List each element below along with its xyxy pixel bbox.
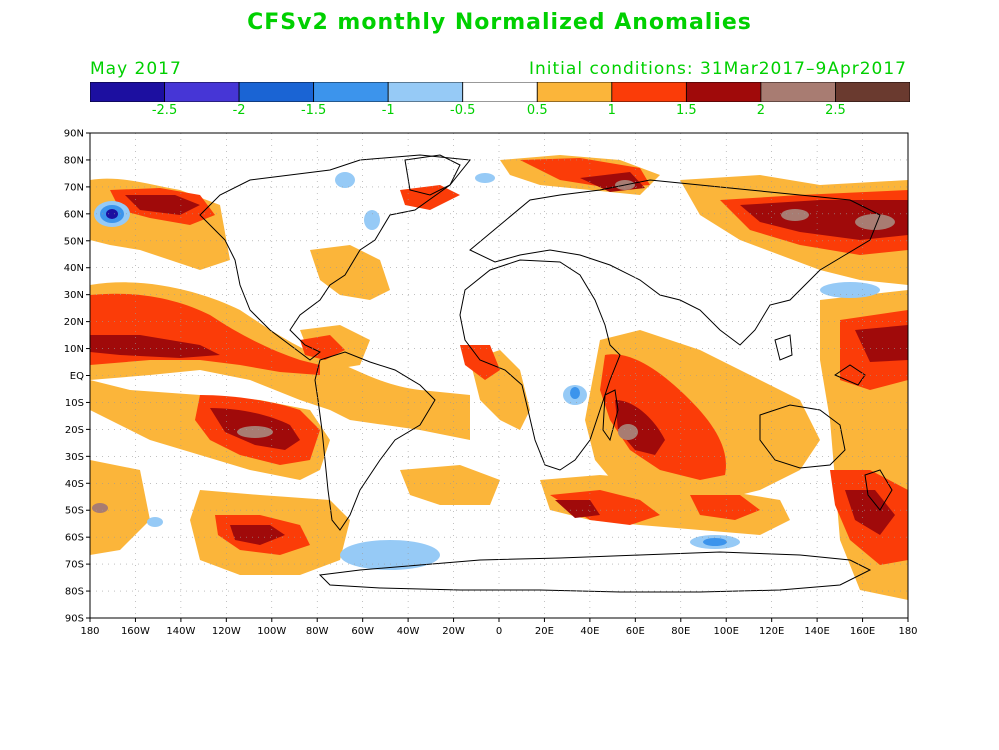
latitude-labels: 90N 80N 70N 60N 50N 40N 30N 20N 10N EQ 10S 20S 30S 40… xyxy=(64,129,90,625)
latitude-label: 90S xyxy=(65,614,84,625)
latitude-label: 20N xyxy=(64,317,84,328)
latitude-label: 60S xyxy=(65,533,84,544)
longitude-label: 180 xyxy=(80,626,99,637)
longitude-label: 100W xyxy=(257,626,286,637)
anomaly-2-2.5 xyxy=(92,180,895,513)
anomaly-neg-0.5 xyxy=(94,172,880,570)
longitude-label: 100E xyxy=(714,626,739,637)
latitude-label: 10S xyxy=(65,398,84,409)
legend-label: 2.5 xyxy=(825,103,846,118)
longitude-label: 180 xyxy=(898,626,917,637)
legend-swatch xyxy=(164,82,240,102)
map-gridlines xyxy=(90,133,908,618)
legend-swatch xyxy=(313,82,389,102)
latitude-label: 50N xyxy=(64,236,84,247)
latitude-label: 60N xyxy=(64,209,84,220)
longitude-label: 60W xyxy=(351,626,374,637)
legend-swatch xyxy=(90,82,165,102)
legend-label: 1 xyxy=(607,103,616,118)
longitude-label: 160W xyxy=(121,626,150,637)
latitude-label: 50S xyxy=(65,506,84,517)
latitude-label: 20S xyxy=(65,425,84,436)
latitude-label: 70N xyxy=(64,182,84,193)
longitude-label: 20W xyxy=(442,626,465,637)
longitude-label: 80W xyxy=(306,626,329,637)
latitude-label: EQ xyxy=(70,371,84,382)
legend-swatch xyxy=(536,82,613,102)
initial-conditions: Initial conditions: 31Mar2017–9Apr2017 xyxy=(529,59,907,79)
latitude-label: 30N xyxy=(64,290,84,301)
latitude-label: 80N xyxy=(64,155,84,166)
legend-swatch xyxy=(462,82,538,102)
legend-swatch xyxy=(611,82,687,102)
legend-label: -2 xyxy=(232,103,246,118)
longitude-label: 140W xyxy=(166,626,195,637)
legend-label: -0.5 xyxy=(450,103,476,118)
legend-label: -1.5 xyxy=(300,103,327,118)
latitude-label: 10N xyxy=(64,344,84,355)
longitude-label: 140E xyxy=(804,626,829,637)
forecast-month: May 2017 xyxy=(90,59,182,79)
longitude-label: 120E xyxy=(759,626,784,637)
color-legend xyxy=(90,82,910,102)
legend-label: -2.5 xyxy=(151,103,178,118)
legend-label: 0.5 xyxy=(526,103,548,118)
legend-swatch xyxy=(835,82,910,102)
legend-label: 1.5 xyxy=(676,103,697,118)
longitude-label: 60E xyxy=(626,626,645,637)
longitude-label: 20E xyxy=(535,626,554,637)
latitude-label: 40S xyxy=(65,479,84,490)
longitude-label: 40W xyxy=(397,626,420,637)
legend-label: -1 xyxy=(381,103,395,118)
anomaly-neg-2.5 xyxy=(106,209,118,219)
latitude-label: 80S xyxy=(65,587,84,598)
color-legend-labels: -2.5 -2 -1.5 -1 -0.5 0.5 1 1.5 2 2.5 xyxy=(90,103,910,123)
latitude-label: 40N xyxy=(64,263,84,274)
chart-title: CFSv2 monthly Normalized Anomalies xyxy=(247,10,752,35)
longitude-labels: 180 160W 140W 120W 100W 80W 60W 40W 20W 0 20E 40E 60… xyxy=(80,618,918,637)
longitude-label: 0 xyxy=(496,626,502,637)
longitude-label: 80E xyxy=(671,626,690,637)
legend-swatch xyxy=(387,82,464,102)
longitude-label: 160E xyxy=(850,626,875,637)
legend-swatch xyxy=(685,82,762,102)
longitude-label: 120W xyxy=(212,626,241,637)
legend-label: 2 xyxy=(756,103,766,118)
legend-swatch xyxy=(760,82,836,102)
legend-swatch xyxy=(238,82,315,102)
latitude-label: 70S xyxy=(65,560,84,571)
latitude-label: 30S xyxy=(65,452,84,463)
anomaly-1.5-2 xyxy=(90,172,908,545)
anomaly-map: 90N 80N 70N 60N 50N 40N 30N 20N 10N EQ 10S 20S 30S 40… xyxy=(64,129,918,638)
longitude-label: 40E xyxy=(580,626,599,637)
latitude-label: 90N xyxy=(64,129,84,140)
anomaly-shading xyxy=(90,155,908,600)
